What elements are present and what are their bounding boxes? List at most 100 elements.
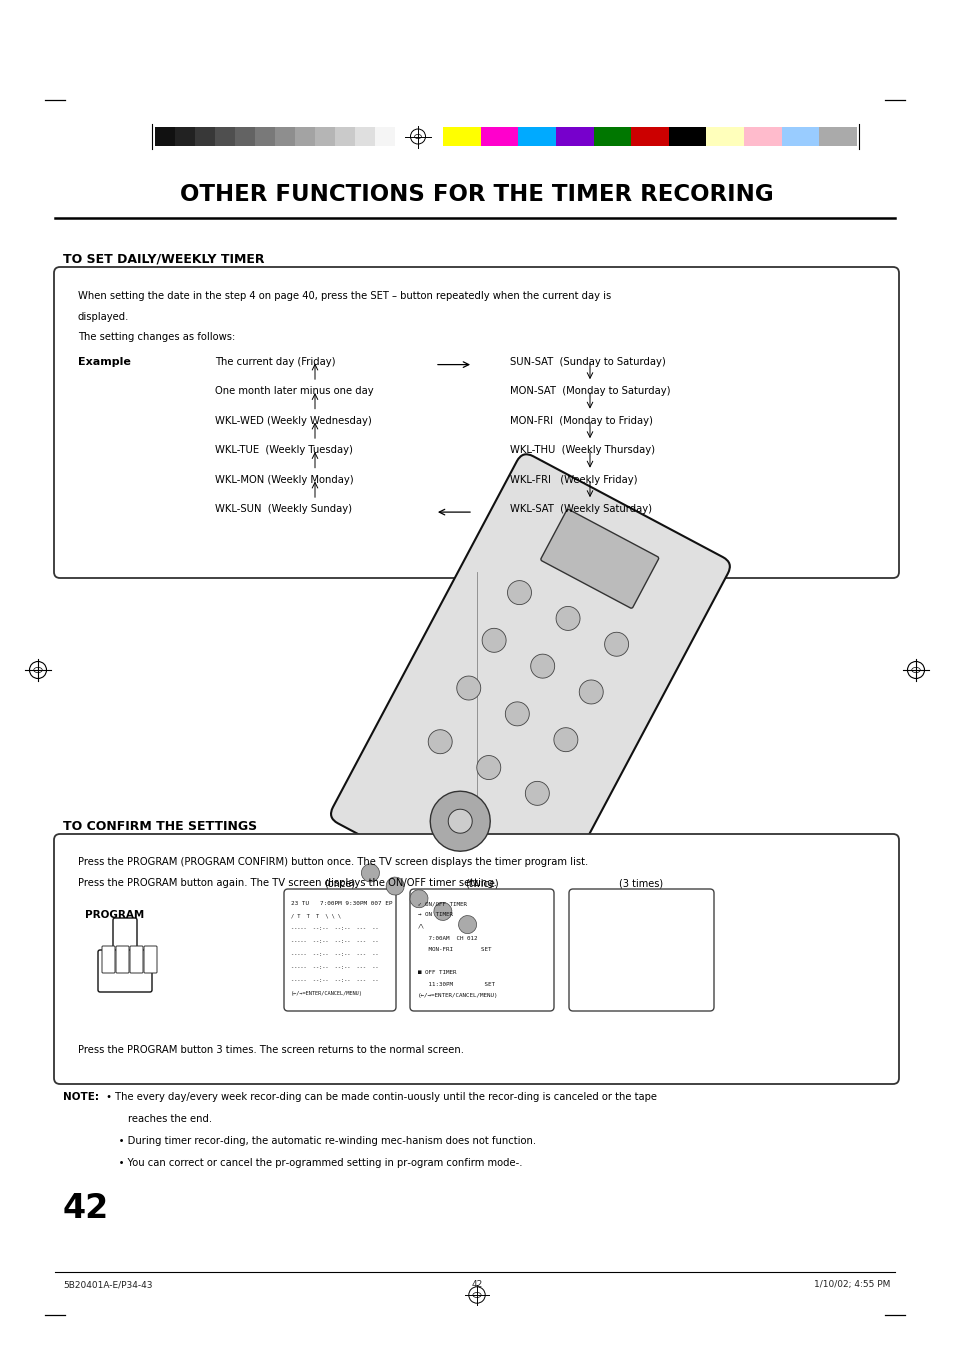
Bar	[294, 127, 314, 146]
Text: → ON TIMER: → ON TIMER	[417, 912, 453, 917]
Bar	[706, 127, 743, 146]
Circle shape	[458, 916, 476, 934]
Text: PROGRAM: PROGRAM	[85, 911, 145, 920]
Text: (3 times): (3 times)	[618, 878, 663, 888]
Text: When setting the date in the step 4 on page 40, press the SET – button repeatedl: When setting the date in the step 4 on p…	[78, 290, 611, 301]
Bar	[819, 127, 856, 146]
Text: -----  --:--  --:--  ---  --: ----- --:-- --:-- --- --	[291, 965, 378, 970]
Text: WKL-SUN  (Weekly Sunday): WKL-SUN (Weekly Sunday)	[214, 504, 352, 515]
Text: reaches the end.: reaches the end.	[103, 1115, 212, 1124]
Bar	[631, 127, 668, 146]
FancyBboxPatch shape	[54, 834, 898, 1084]
Text: Press the PROGRAM button 3 times. The screen returns to the normal screen.: Press the PROGRAM button 3 times. The sc…	[78, 1046, 463, 1055]
Circle shape	[554, 728, 578, 751]
FancyBboxPatch shape	[102, 946, 115, 973]
Circle shape	[525, 781, 549, 805]
Text: ✓ ON/OFF TIMER: ✓ ON/OFF TIMER	[417, 901, 467, 907]
Text: -----  --:--  --:--  ---  --: ----- --:-- --:-- --- --	[291, 925, 378, 931]
Text: MON-SAT  (Monday to Saturday): MON-SAT (Monday to Saturday)	[510, 386, 670, 396]
Bar	[355, 127, 375, 146]
Circle shape	[556, 607, 579, 631]
Circle shape	[428, 730, 452, 754]
Text: • During timer recor­ding, the automatic re­winding mec­hanism does not function: • During timer recor­ding, the automatic…	[103, 1136, 536, 1146]
Circle shape	[530, 654, 554, 678]
Text: WKL-THU  (Weekly Thursday): WKL-THU (Weekly Thursday)	[510, 444, 655, 455]
Text: OTHER FUNCTIONS FOR THE TIMER RECORING: OTHER FUNCTIONS FOR THE TIMER RECORING	[180, 182, 773, 205]
Text: WKL-FRI   (Weekly Friday): WKL-FRI (Weekly Friday)	[510, 474, 637, 485]
FancyBboxPatch shape	[54, 267, 898, 578]
Bar	[556, 127, 593, 146]
Bar	[480, 127, 517, 146]
FancyBboxPatch shape	[130, 946, 143, 973]
Text: 5B20401A-E/P34-43: 5B20401A-E/P34-43	[63, 1279, 152, 1289]
Text: 23 TU   7:00PM 9:30PM 007 EP: 23 TU 7:00PM 9:30PM 007 EP	[291, 901, 392, 907]
Bar	[781, 127, 819, 146]
Circle shape	[505, 703, 529, 725]
Circle shape	[448, 809, 472, 834]
Bar	[254, 127, 274, 146]
Text: 42: 42	[63, 1192, 110, 1225]
Text: WKL-MON (Weekly Monday): WKL-MON (Weekly Monday)	[214, 474, 354, 485]
Bar	[668, 127, 706, 146]
Circle shape	[456, 676, 480, 700]
Text: /\: /\	[417, 924, 424, 929]
Circle shape	[476, 755, 500, 780]
Text: ■ OFF TIMER: ■ OFF TIMER	[417, 970, 456, 975]
Circle shape	[507, 581, 531, 605]
FancyBboxPatch shape	[568, 889, 713, 1011]
Circle shape	[386, 877, 404, 896]
Bar	[375, 127, 395, 146]
Circle shape	[481, 628, 506, 653]
Circle shape	[430, 792, 490, 851]
Text: WKL-TUE  (Weekly Tuesday): WKL-TUE (Weekly Tuesday)	[214, 444, 353, 455]
Bar	[335, 127, 355, 146]
Text: 1/10/02; 4:55 PM: 1/10/02; 4:55 PM	[813, 1279, 889, 1289]
Text: The current day (Friday): The current day (Friday)	[214, 357, 335, 366]
Text: TO CONFIRM THE SETTINGS: TO CONFIRM THE SETTINGS	[63, 820, 257, 834]
Bar	[274, 127, 294, 146]
Bar	[314, 127, 335, 146]
Text: NOTE:: NOTE:	[63, 1092, 99, 1102]
Text: 42: 42	[471, 1279, 482, 1289]
Text: Press the PROGRAM button again. The TV screen displays the ON/OFF timer setting.: Press the PROGRAM button again. The TV s…	[78, 878, 497, 888]
Bar	[154, 127, 174, 146]
Text: (←/→=ENTER/CANCEL/MENU): (←/→=ENTER/CANCEL/MENU)	[291, 992, 362, 996]
Text: • You can correct or cancel the pr­ogrammed setting in pr­ogram confirm mode­.: • You can correct or cancel the pr­ogram…	[103, 1158, 522, 1169]
Bar	[194, 127, 214, 146]
Text: / T  T  T  \ \ \: / T T T \ \ \	[291, 913, 340, 917]
FancyBboxPatch shape	[98, 950, 152, 992]
Text: Press the PROGRAM (PROGRAM CONFIRM) button once. The TV screen displays the time: Press the PROGRAM (PROGRAM CONFIRM) butt…	[78, 857, 588, 867]
FancyBboxPatch shape	[112, 917, 137, 957]
FancyBboxPatch shape	[331, 454, 729, 927]
Text: displayed.: displayed.	[78, 312, 130, 322]
Text: The setting changes as follows:: The setting changes as follows:	[78, 332, 235, 342]
Text: TO SET DAILY/WEEKLY TIMER: TO SET DAILY/WEEKLY TIMER	[63, 253, 264, 265]
Text: (once): (once)	[324, 878, 355, 888]
Bar	[743, 127, 781, 146]
FancyBboxPatch shape	[116, 946, 129, 973]
Text: Example: Example	[78, 357, 131, 366]
Circle shape	[578, 680, 602, 704]
Text: (←/→=ENTER/CANCEL/MENU): (←/→=ENTER/CANCEL/MENU)	[417, 993, 498, 998]
Text: • The every day/every week recor­ding can be made contin­uously until the recor­: • The every day/every week recor­ding ca…	[103, 1092, 657, 1102]
Circle shape	[604, 632, 628, 657]
Bar	[517, 127, 556, 146]
Text: -----  --:--  --:--  ---  --: ----- --:-- --:-- --- --	[291, 952, 378, 957]
Text: WKL-WED (Weekly Wednesday): WKL-WED (Weekly Wednesday)	[214, 416, 372, 426]
Circle shape	[434, 902, 452, 920]
Bar	[174, 127, 194, 146]
Bar	[234, 127, 254, 146]
Circle shape	[410, 890, 428, 908]
Text: -----  --:--  --:--  ---  --: ----- --:-- --:-- --- --	[291, 978, 378, 984]
Text: One month later minus one day: One month later minus one day	[214, 386, 374, 396]
Bar	[442, 127, 480, 146]
Text: SUN-SAT  (Sunday to Saturday): SUN-SAT (Sunday to Saturday)	[510, 357, 665, 366]
FancyBboxPatch shape	[144, 946, 157, 973]
Text: 7:00AM  CH 012: 7:00AM CH 012	[417, 935, 477, 940]
FancyBboxPatch shape	[540, 509, 658, 608]
Bar	[214, 127, 234, 146]
Circle shape	[361, 863, 379, 882]
Text: 11:30PM         SET: 11:30PM SET	[417, 981, 495, 986]
Text: WKL-SAT  (Weekly Saturday): WKL-SAT (Weekly Saturday)	[510, 504, 651, 515]
FancyBboxPatch shape	[284, 889, 395, 1011]
